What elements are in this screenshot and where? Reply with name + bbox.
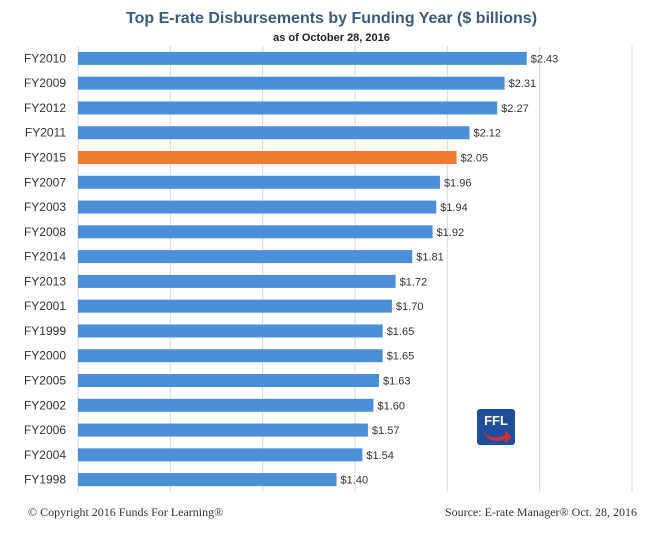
bar [78,274,396,288]
bar [78,225,433,239]
bar [78,51,527,65]
category-label: FY2012 [24,101,66,115]
bar [78,250,413,264]
data-label: $1.72 [400,276,428,288]
category-label: FY2002 [24,398,66,412]
bar [78,374,380,387]
data-label: $1.94 [440,202,468,214]
data-label: $1.40 [341,475,369,487]
data-label: $2.31 [509,78,537,90]
ffl-logo-text: FFL [484,413,508,428]
bar [78,473,337,487]
data-label: $1.54 [366,450,394,462]
data-label: $1.65 [387,326,415,338]
data-label: $1.96 [444,177,472,189]
data-label: $1.65 [387,351,415,363]
category-label: FY2000 [24,349,66,363]
bar [78,324,383,338]
bar [78,398,374,412]
bar [78,101,498,115]
data-label: $1.70 [396,301,424,313]
bar-highlight [78,151,457,164]
data-label: $2.05 [461,153,489,165]
copyright-text: © Copyright 2016 Funds For Learning® [28,505,224,519]
category-label: FY2008 [24,225,66,239]
source-text: Source: E-rate Manager® Oct. 28, 2016 [444,505,637,519]
category-label: FY2011 [25,126,66,140]
category-label: FY2006 [24,423,66,437]
category-label: FY2001 [24,299,66,313]
data-label: $1.81 [416,252,444,264]
bar [78,299,392,313]
category-label: FY2010 [24,51,66,65]
category-label: FY2004 [24,448,66,462]
category-label: FY2013 [24,274,66,288]
category-label: FY2009 [24,76,66,90]
data-label: $2.43 [531,53,559,65]
bar [78,175,440,189]
data-label: $2.27 [501,103,529,115]
category-label: FY2005 [24,374,66,388]
category-label: FY1998 [24,473,66,487]
category-label: FY2007 [24,175,66,189]
bar [78,76,505,90]
data-label: $1.92 [437,227,465,239]
bar [78,349,383,363]
ffl-logo-icon: FFL [477,409,515,445]
category-label: FY1999 [24,324,66,338]
data-label: $1.57 [372,425,400,437]
data-label: $2.12 [473,128,501,140]
bar [78,126,470,140]
category-label: FY2014 [24,250,66,264]
category-label: FY2003 [24,200,66,214]
chart-subtitle: as of October 28, 2016 [273,32,390,44]
bar [78,200,437,214]
data-label: $1.63 [383,376,411,388]
chart-title: Top E-rate Disbursements by Funding Year… [125,10,538,27]
bar [78,448,363,462]
bar [78,423,368,437]
category-label: FY2015 [24,151,66,165]
data-label: $1.60 [377,400,405,412]
